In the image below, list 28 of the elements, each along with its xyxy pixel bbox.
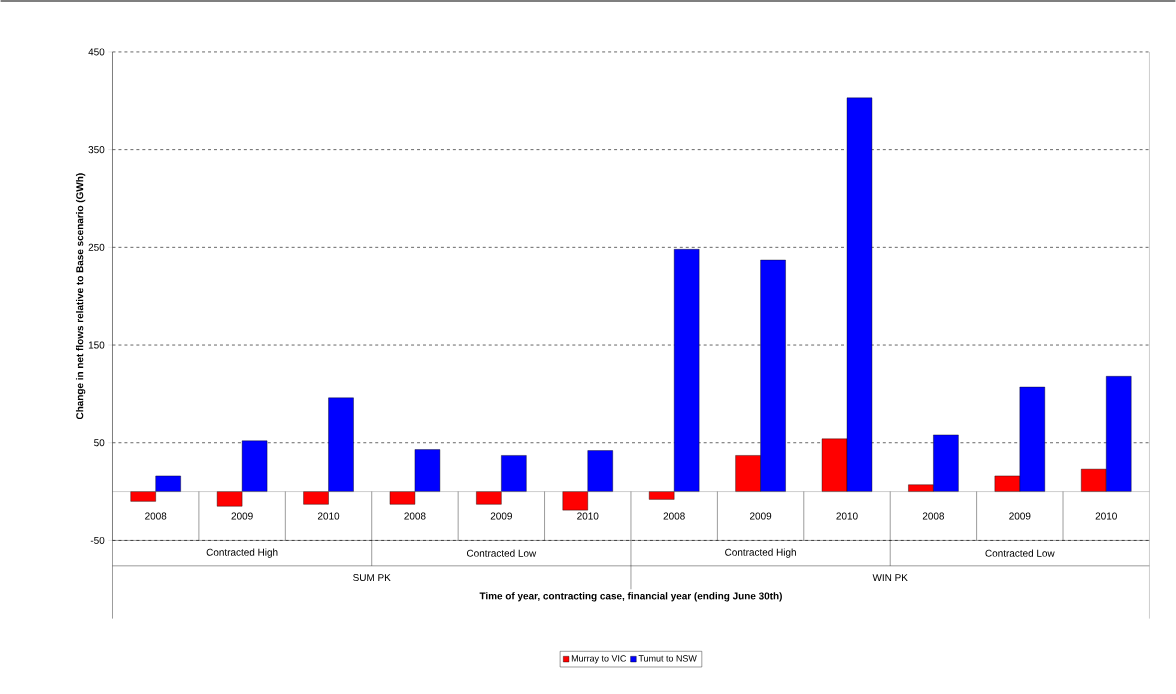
x-tick-label: 2009 [490,512,512,520]
x-tick-label: 2009 [1009,512,1031,520]
y-tick-label: 450 [88,48,105,56]
text: WIN PK [872,573,908,581]
x-tick-label: 2008 [922,512,945,520]
text: Contracted High [725,548,796,558]
y-tick-label: 150 [88,341,105,349]
x-axis-title: Time of year, contracting case, financial year (ending June 30th) [479,592,782,602]
x-tick-label: 2009 [750,512,772,520]
legend-label: Tumut to NSW [638,655,697,662]
y-tick-label: 350 [88,145,105,154]
legend-label: Murray to VIC [571,655,627,664]
y-tick-label: 50 [94,439,105,447]
y-axis-title: Change in net flows relative to Base scenario (GWh) [75,173,86,419]
x-tick-label: 2010 [836,512,858,520]
text: Contracted Low [466,549,537,557]
y-tick-label: 250 [88,243,105,251]
y-tick-label: -50 [90,536,105,544]
x-tick-label: 2009 [231,512,253,520]
text: SUM PK [353,573,391,581]
x-tick-label: 2008 [404,512,426,520]
x-tick-label: 2010 [577,512,599,520]
text: Contracted Low [985,549,1055,557]
x-tick-label: 2008 [663,512,685,520]
x-tick-label: 2010 [1095,512,1117,520]
x-tick-label: 2008 [145,512,167,520]
text: Contracted High [206,548,278,558]
x-tick-label: 2010 [317,512,340,520]
